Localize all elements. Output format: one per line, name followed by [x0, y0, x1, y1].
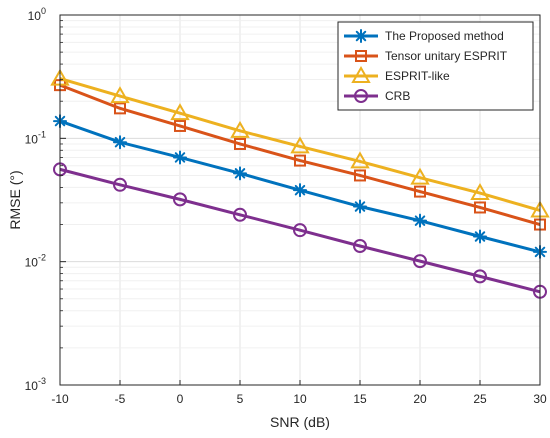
legend-swatch-marker	[354, 89, 368, 103]
data-point	[473, 269, 487, 284]
legend-label: The Proposed method	[385, 29, 504, 43]
legend-swatch-marker	[351, 65, 371, 83]
data-point	[113, 135, 127, 150]
data-point	[414, 185, 426, 198]
legend-item: ESPRIT-like	[344, 65, 450, 83]
x-axis-label: SNR (dB)	[270, 414, 330, 430]
legend-swatch-marker	[355, 50, 367, 62]
data-point	[294, 154, 306, 167]
legend: The Proposed method Tensor unitary ESPRIT…	[337, 21, 534, 111]
legend-label: Tensor unitary ESPRIT	[385, 49, 508, 63]
data-point	[353, 238, 367, 253]
data-point	[410, 167, 430, 185]
x-tick-label: -5	[115, 392, 126, 406]
data-point	[234, 137, 246, 150]
x-tick-label: 10	[293, 392, 307, 406]
y-axis-label: RMSE (°)	[7, 170, 23, 229]
data-point	[413, 213, 427, 228]
data-point	[170, 103, 190, 121]
data-point	[173, 192, 187, 207]
data-point	[290, 136, 310, 154]
data-point	[174, 119, 186, 132]
data-point	[113, 177, 127, 192]
series-line	[59, 83, 541, 226]
data-point	[233, 207, 247, 222]
data-point	[470, 183, 490, 201]
legend-label: CRB	[385, 89, 410, 103]
x-tick-label: 30	[533, 392, 547, 406]
data-point	[110, 86, 130, 104]
legend-item: CRB	[344, 89, 410, 103]
x-tick-label: 20	[413, 392, 427, 406]
x-tick-label: 25	[473, 392, 487, 406]
series-line	[59, 77, 541, 212]
data-point	[114, 102, 126, 115]
data-point	[413, 254, 427, 269]
legend-item: The Proposed method	[344, 29, 504, 43]
data-point	[233, 166, 247, 181]
series-crb	[53, 162, 547, 299]
legend-item: Tensor unitary ESPRIT	[344, 49, 508, 63]
series-esprit-like	[50, 68, 550, 218]
data-point	[473, 229, 487, 244]
legend-label: ESPRIT-like	[385, 69, 450, 83]
x-tick-label: 15	[353, 392, 367, 406]
series-tensor-unitary-esprit	[54, 79, 546, 231]
x-tick-label: -10	[51, 392, 69, 406]
data-point	[474, 201, 486, 214]
data-point	[173, 150, 187, 165]
legend-swatch-marker	[354, 29, 368, 43]
x-tick-label: 0	[177, 392, 184, 406]
data-point	[293, 183, 307, 198]
x-tick-label: 5	[237, 392, 244, 406]
series-line	[59, 167, 541, 294]
data-point	[350, 151, 370, 169]
data-point	[293, 223, 307, 238]
data-point	[230, 120, 250, 138]
data-point	[353, 199, 367, 214]
data-point	[354, 169, 366, 182]
